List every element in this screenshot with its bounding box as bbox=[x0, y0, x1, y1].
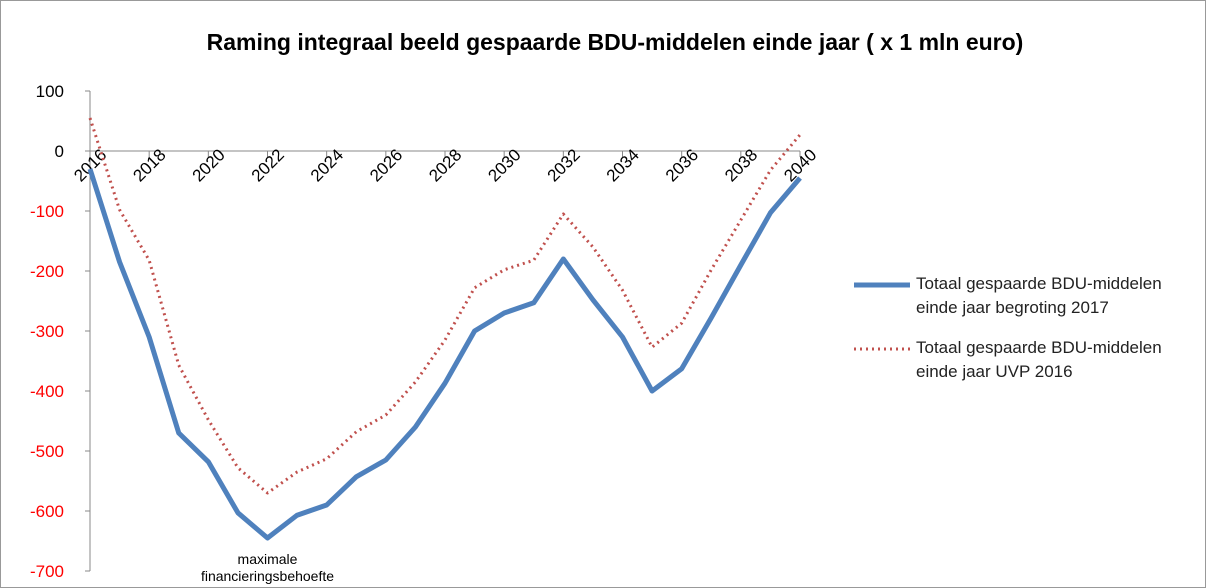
y-tick-label: -500 bbox=[30, 442, 64, 461]
y-tick-label: -700 bbox=[30, 562, 64, 581]
chart-title: Raming integraal beeld gespaarde BDU-mid… bbox=[207, 29, 1024, 55]
annotation: maximale bbox=[238, 551, 298, 567]
legend-label: Totaal gespaarde BDU-middelen einde jaar… bbox=[916, 274, 1162, 317]
y-tick-label: 0 bbox=[55, 142, 64, 161]
legend-label: Totaal gespaarde BDU-middelen einde jaar… bbox=[916, 338, 1162, 381]
y-tick-label: -400 bbox=[30, 382, 64, 401]
annotation: financieringsbehoefte bbox=[201, 568, 334, 584]
y-tick-label: -300 bbox=[30, 322, 64, 341]
y-tick-label: 100 bbox=[36, 82, 64, 101]
series-line bbox=[88, 117, 802, 495]
series-line bbox=[87, 168, 802, 541]
y-tick-label: -600 bbox=[30, 502, 64, 521]
y-tick-label: -100 bbox=[30, 202, 64, 221]
y-tick-label: -200 bbox=[30, 262, 64, 281]
